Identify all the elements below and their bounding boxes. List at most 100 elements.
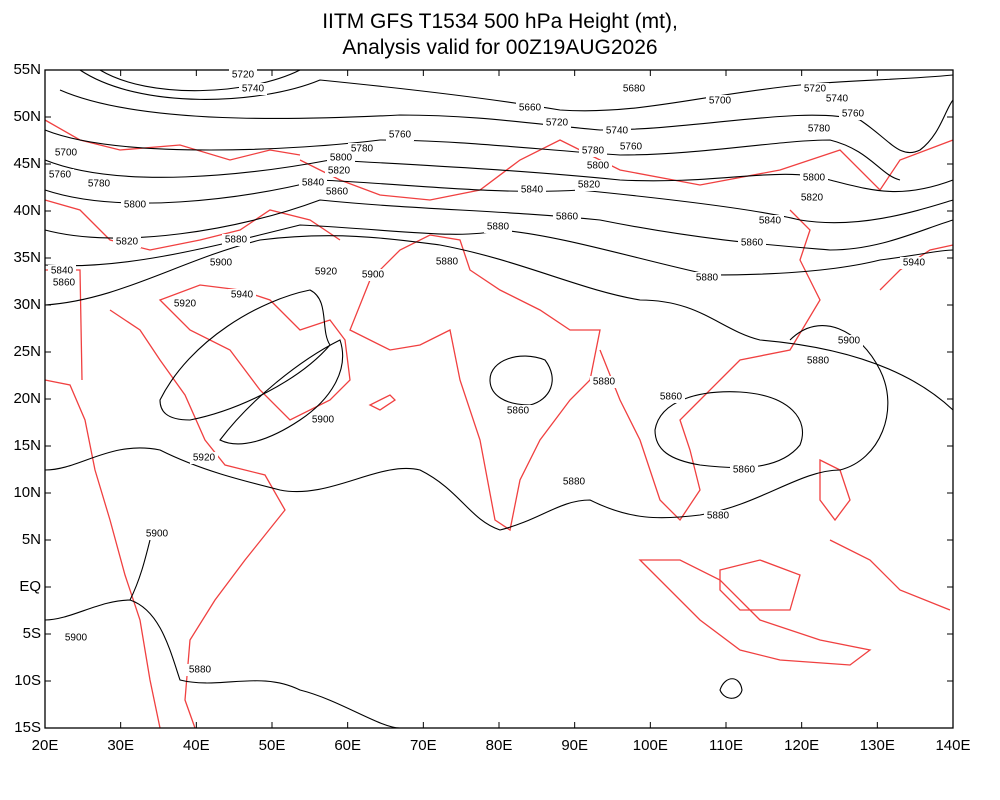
contour-label: 5900 [362, 270, 385, 281]
contour-label: 5860 [53, 278, 76, 289]
contour-label: 5840 [51, 266, 74, 277]
contour-label: 5800 [330, 153, 353, 164]
contour-label: 5840 [521, 185, 544, 196]
contour-label: 5900 [838, 336, 861, 347]
contours [44, 69, 954, 729]
contour-label-bg [575, 179, 603, 191]
contour-label: 5860 [741, 238, 764, 249]
contour-label: 5920 [174, 299, 197, 310]
contour-label-bg [560, 476, 588, 488]
contour-label-bg [518, 184, 546, 196]
contour-label: 5940 [903, 258, 926, 269]
contour-label-bg [801, 83, 829, 95]
contour-label: 5800 [803, 173, 826, 184]
contour-label-bg [386, 129, 414, 141]
x-tick-label: 40E [183, 737, 210, 754]
contour-label: 5820 [116, 237, 139, 248]
y-tick-label: 10S [14, 672, 41, 689]
contour-label-bg [484, 221, 512, 233]
contour-label: 5820 [328, 166, 351, 177]
contour-label: 5880 [807, 356, 830, 367]
contour-label: 5720 [232, 70, 255, 81]
contour-label: 5780 [582, 146, 605, 157]
contour-label-bg [46, 169, 74, 181]
x-tick-label: 90E [561, 737, 588, 754]
contour-label-bg [143, 528, 171, 540]
contour-label-bg [657, 391, 685, 403]
contour-label: 5840 [759, 216, 782, 227]
contour-label: 5720 [546, 118, 569, 129]
contour-label-bg [590, 376, 618, 388]
contour-label: 5740 [826, 94, 849, 105]
contour-label: 5760 [389, 130, 412, 141]
y-tick-label: 30N [13, 296, 41, 313]
contour-label-bg [113, 236, 141, 248]
contour-label-bg [805, 123, 833, 135]
contour-label: 5880 [563, 477, 586, 488]
contour-label-bg [579, 145, 607, 157]
y-tick-label: 5S [23, 625, 41, 642]
contour-label-bg [121, 199, 149, 211]
contour-label: 5780 [88, 179, 111, 190]
x-tick-label: 120E [784, 737, 819, 754]
x-tick-label: 140E [935, 737, 970, 754]
contour-label-bg [504, 405, 532, 417]
title-line: IITM GFS T1534 500 hPa Height (mt), [322, 10, 678, 33]
contour-label: 5820 [801, 193, 824, 204]
contour-label-bg [516, 102, 544, 114]
x-tick-label: 110E [709, 737, 743, 754]
contour-label-bg [207, 257, 235, 269]
contour-label: 5920 [193, 453, 216, 464]
contour-label-bg [543, 117, 571, 129]
contour-label-bg [433, 256, 461, 268]
x-tick-label: 70E [410, 737, 437, 754]
y-tick-label: 10N [13, 484, 41, 501]
y-tick-label: 35N [13, 249, 41, 266]
contour-label-bg [693, 272, 721, 284]
contour-label-bg [229, 69, 257, 81]
contour-label: 5880 [593, 377, 616, 388]
contour-label: 5680 [623, 84, 646, 95]
contour-label: 5800 [124, 200, 147, 211]
contour-label-bg [186, 664, 214, 676]
contour-label-bg [706, 95, 734, 107]
contour-label-bg [704, 510, 732, 522]
contour-label-bg [756, 215, 784, 227]
contour-label: 5900 [146, 529, 169, 540]
contour-label-bg [62, 632, 90, 644]
y-tick-label: 40N [13, 202, 41, 219]
title-line: Analysis valid for 00Z19AUG2026 [342, 36, 657, 59]
contour-label-bg [312, 266, 340, 278]
contour-label: 5860 [556, 212, 579, 223]
contour-label: 5880 [696, 273, 719, 284]
contour-label: 5720 [804, 84, 827, 95]
contour-label-bg [85, 178, 113, 190]
contour-label-bg [798, 192, 826, 204]
y-tick-label: 15S [14, 719, 41, 736]
x-tick-label: 60E [334, 737, 361, 754]
contour-label-bg [823, 93, 851, 105]
x-tick-label: 50E [259, 737, 286, 754]
contour-label: 5900 [65, 633, 88, 644]
contour-label: 5700 [709, 96, 732, 107]
contour-label-bg [620, 83, 648, 95]
contour-label-bg [617, 141, 645, 153]
y-tick-label: 5N [22, 531, 41, 548]
contour-label: 5700 [55, 148, 78, 159]
contour-label: 5880 [225, 235, 248, 246]
coastlines [44, 119, 954, 729]
contour-label: 5900 [312, 415, 335, 426]
contour-label-bg [800, 172, 828, 184]
y-tick-label: 55N [13, 61, 41, 78]
y-tick-label: 20N [13, 390, 41, 407]
contour-label: 5760 [620, 142, 643, 153]
y-tick-label: EQ [19, 578, 41, 595]
contour-label: 5880 [487, 222, 510, 233]
contour-label-bg [584, 160, 612, 172]
contour-label-bg [228, 289, 256, 301]
map-frame [44, 69, 954, 729]
contour-label-bg [839, 108, 867, 120]
contour-label-bg [50, 277, 78, 289]
contour-label-bg [48, 265, 76, 277]
